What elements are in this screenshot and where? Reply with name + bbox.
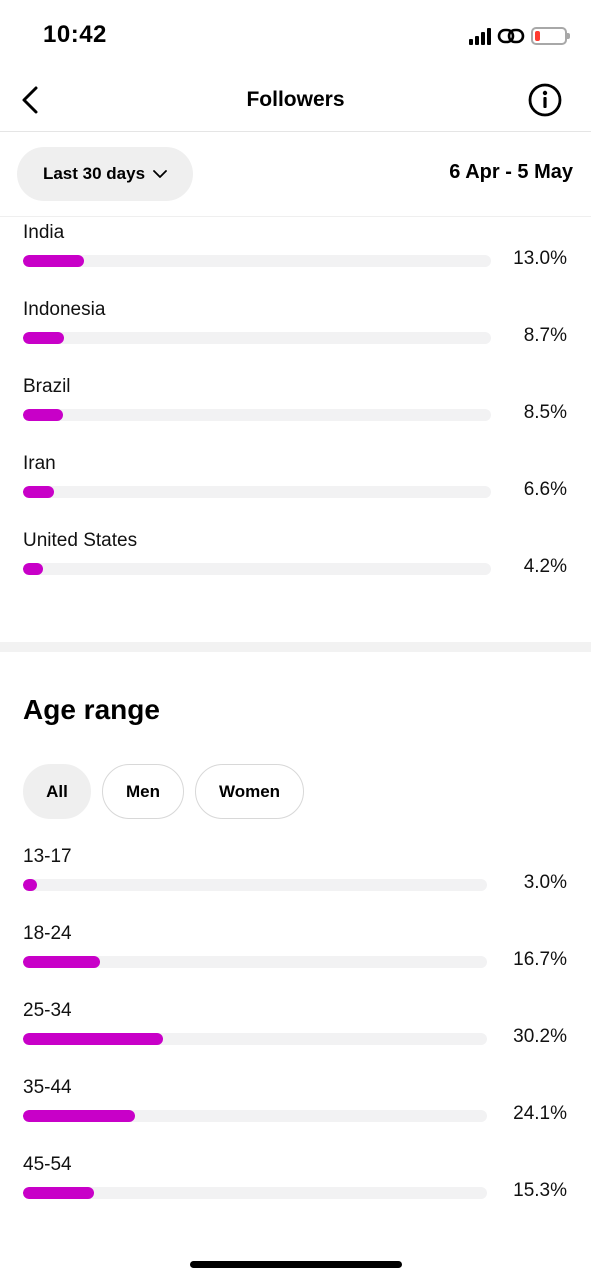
country-value: 13.0% (513, 248, 567, 269)
back-button[interactable] (14, 82, 46, 118)
country-value: 6.6% (523, 479, 567, 500)
age-label: 45-54 (23, 1154, 72, 1175)
bar-fill (23, 1187, 94, 1199)
age-row: 18-24 16.7% (0, 923, 591, 1000)
age-row: 25-34 30.2% (0, 1000, 591, 1077)
battery-icon (531, 27, 570, 45)
age-value: 16.7% (513, 949, 567, 970)
status-time: 10:42 (43, 21, 107, 48)
country-value: 4.2% (523, 556, 567, 577)
bar-track (23, 879, 487, 891)
nav-header: Followers (0, 70, 591, 132)
country-label: India (23, 222, 65, 243)
bar-track (23, 409, 491, 421)
country-value: 8.7% (523, 325, 567, 346)
bar-track (23, 1033, 487, 1045)
bar-track (23, 332, 491, 344)
age-value: 15.3% (513, 1180, 567, 1201)
tab-women[interactable]: Women (195, 764, 304, 819)
age-label: 25-34 (23, 1000, 72, 1021)
country-row: Brazil 8.5% (0, 376, 591, 453)
country-label: Iran (23, 453, 56, 474)
link-icon (497, 28, 525, 44)
section-divider (0, 642, 591, 652)
home-indicator (190, 1261, 402, 1268)
bar-track (23, 255, 491, 267)
age-value: 3.0% (523, 872, 567, 893)
bar-fill (23, 255, 84, 267)
info-button[interactable] (527, 82, 563, 118)
bar-fill (23, 563, 43, 575)
country-label: Indonesia (23, 299, 106, 320)
bar-track (23, 563, 491, 575)
bar-fill (23, 332, 64, 344)
country-row: Indonesia 8.7% (0, 299, 591, 376)
bar-fill (23, 1033, 164, 1045)
country-label: United States (23, 530, 138, 551)
date-range-dropdown[interactable]: Last 30 days (17, 147, 193, 201)
age-range-title: Age range (23, 694, 160, 725)
bar-fill (23, 409, 63, 421)
bar-fill (23, 879, 37, 891)
age-label: 18-24 (23, 923, 72, 944)
country-row: Iran 6.6% (0, 453, 591, 530)
bar-track (23, 1187, 487, 1199)
bar-track (23, 486, 491, 498)
page-title: Followers (246, 88, 345, 111)
age-label: 13-17 (23, 846, 72, 867)
filter-row: Last 30 days 6 Apr - 5 May (0, 133, 591, 217)
country-value: 8.5% (523, 402, 567, 423)
bar-track (23, 1110, 487, 1122)
age-value: 24.1% (513, 1103, 567, 1124)
bar-fill (23, 956, 101, 968)
age-row: 45-54 15.3% (0, 1154, 591, 1231)
date-range-dropdown-label: Last 30 days (42, 164, 146, 183)
country-label: Brazil (23, 376, 71, 397)
bar-track (23, 956, 487, 968)
info-icon (528, 83, 562, 117)
status-bar: 10:42 (0, 0, 591, 70)
country-row: United States 4.2% (0, 530, 591, 607)
status-icons (469, 24, 570, 48)
age-value: 30.2% (513, 1026, 567, 1047)
bar-fill (23, 1110, 135, 1122)
tab-all[interactable]: All (23, 764, 91, 819)
age-row: 13-17 3.0% (0, 846, 591, 923)
date-range-text: 6 Apr - 5 May (449, 161, 573, 183)
age-label: 35-44 (23, 1077, 72, 1098)
country-row: India 13.0% (0, 222, 591, 299)
chevron-left-icon (22, 86, 38, 114)
gender-filter-tabs: All Men Women (23, 764, 304, 819)
chevron-down-icon (153, 170, 167, 178)
cellular-signal-icon (469, 27, 491, 45)
age-row: 35-44 24.1% (0, 1077, 591, 1154)
bar-fill (23, 486, 54, 498)
tab-men[interactable]: Men (102, 764, 184, 819)
